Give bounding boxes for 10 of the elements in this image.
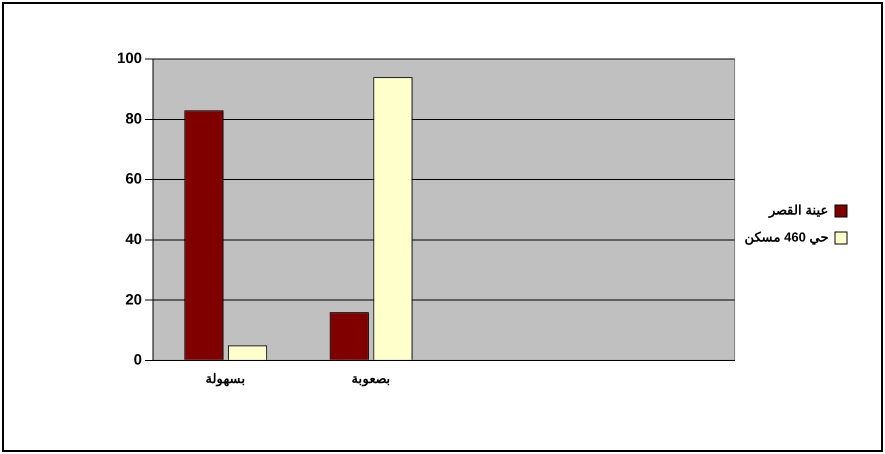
y-tick-label: 0 — [134, 352, 142, 369]
legend-label: عينة القصر — [768, 202, 828, 219]
y-tick-label: 80 — [125, 110, 142, 128]
x-tick-label: بصعوبة — [352, 370, 391, 387]
x-tick-label: بسهولة — [206, 370, 246, 387]
y-tick-label: 100 — [116, 50, 142, 68]
y-tick-label: 60 — [125, 170, 142, 188]
legend-label: حي 460 مسكن — [744, 230, 828, 246]
y-tick-label: 20 — [125, 291, 142, 308]
y-tick-label: 40 — [125, 230, 142, 248]
